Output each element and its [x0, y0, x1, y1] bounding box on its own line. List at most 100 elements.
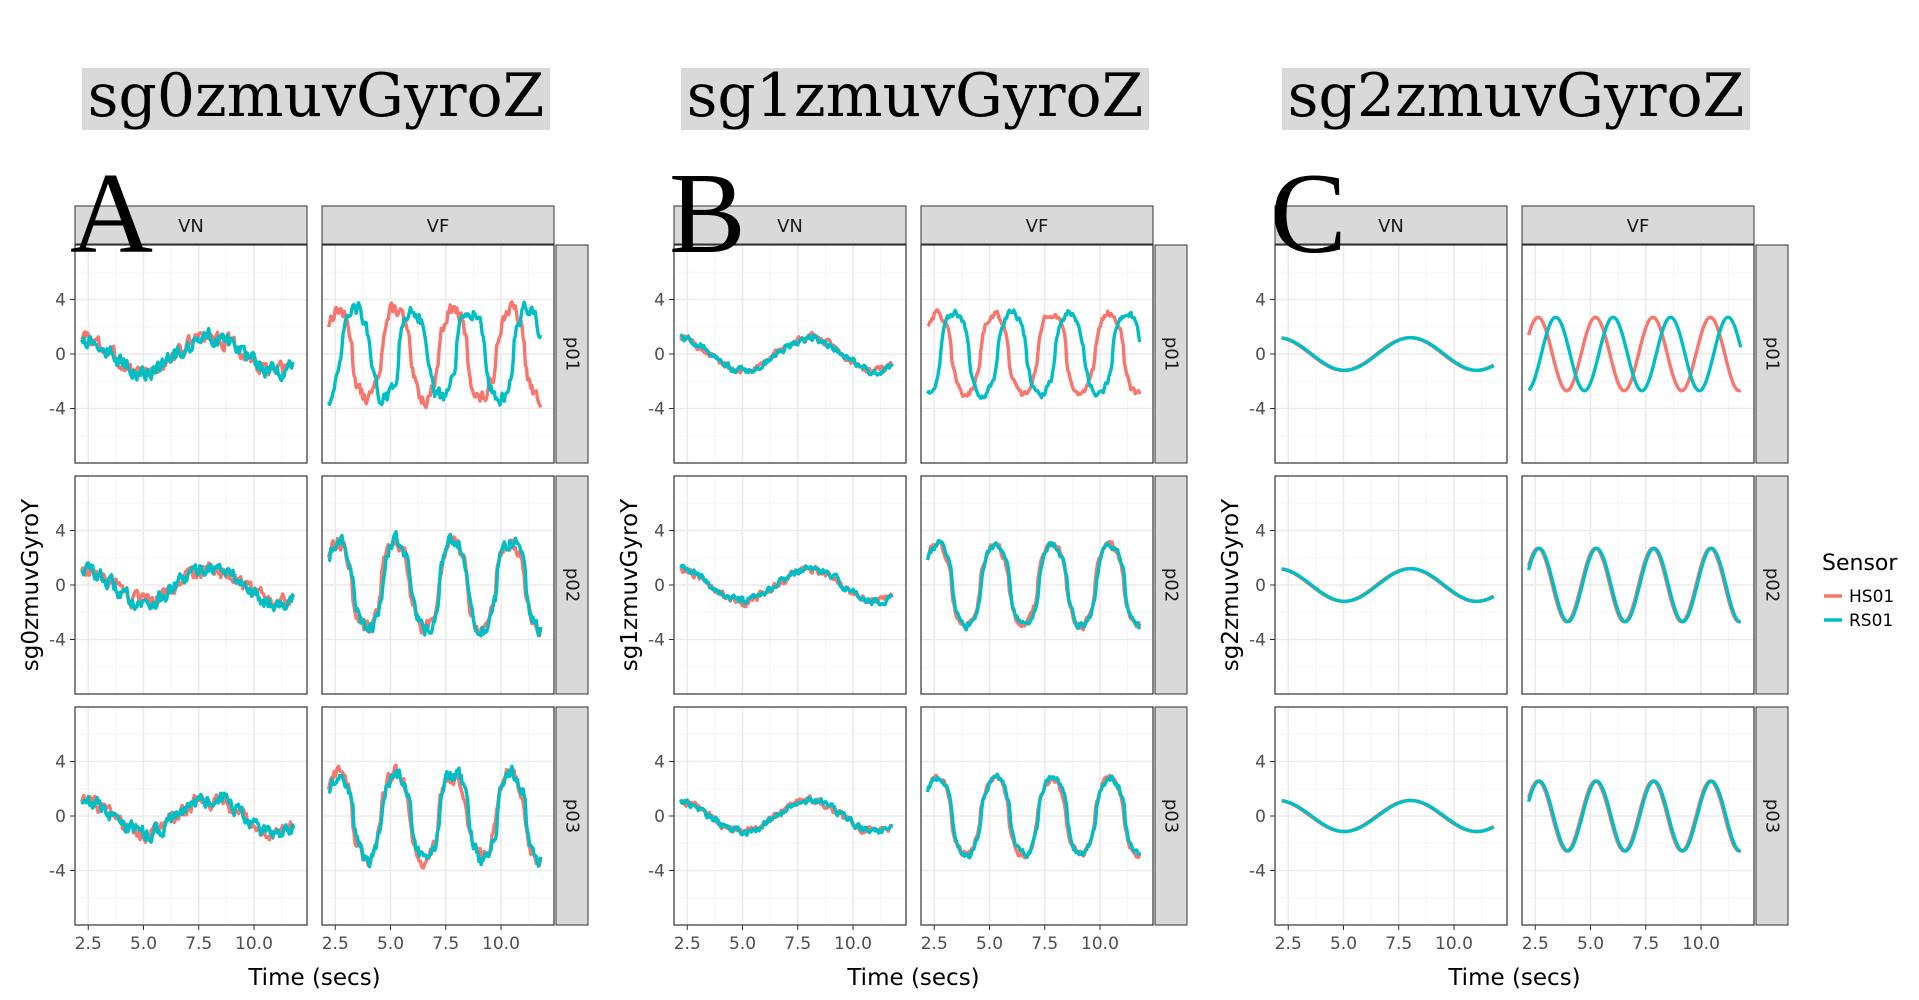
panel-vf-p02	[321, 475, 555, 695]
y-tick-label: -4	[49, 862, 66, 882]
y-tick-label: -4	[1249, 862, 1266, 882]
y-tick-label: 4	[1255, 753, 1266, 773]
series-line-rs01	[925, 538, 1142, 632]
strip-label-p01: p01	[562, 337, 583, 371]
series-line-rs01	[679, 563, 894, 607]
panel-letter: C	[1270, 150, 1347, 277]
legend-title: Sensor	[1822, 551, 1898, 576]
panel-vf-p02	[920, 475, 1154, 695]
y-tick-label: 0	[55, 576, 66, 596]
y-tick-label: -4	[49, 400, 66, 420]
title-banner	[1282, 68, 1750, 130]
y-tick-label: 4	[654, 522, 665, 542]
y-tick-label: 0	[1255, 807, 1266, 827]
strip-vf	[1521, 205, 1755, 245]
panel-border	[920, 706, 1154, 926]
series-line-hs01	[1526, 315, 1742, 393]
strip-p02	[1755, 475, 1789, 695]
x-tick-label: 5.0	[1577, 934, 1604, 954]
x-tick-label: 2.5	[921, 934, 948, 954]
y-tick-label: -4	[648, 862, 665, 882]
panel-border	[321, 475, 555, 695]
y-axis-title: sg0zmuvGyroY	[18, 498, 44, 671]
strip-label-vn: VN	[178, 216, 204, 237]
strip-vf	[920, 205, 1154, 245]
panel-vn-p02: 4 0 -4	[1249, 475, 1508, 695]
y-tick-label: 0	[654, 345, 665, 365]
x-tick-label: 2.5	[674, 934, 701, 954]
panel-vn-p03: 4 0 -4 2.5 5.0 7.5 10.0	[648, 706, 907, 954]
x-tick-label: 5.0	[729, 934, 756, 954]
y-tick-label: 4	[1255, 291, 1266, 311]
series-line-rs01	[80, 561, 296, 613]
x-tick-label: 7.5	[1632, 934, 1659, 954]
x-tick-label: 10.0	[1081, 934, 1119, 954]
strip-label-p02: p02	[562, 568, 583, 602]
y-tick-label: -4	[1249, 631, 1266, 651]
panel-letter: A	[70, 150, 153, 277]
chart-title: sg1zmuvGyroZ	[687, 61, 1144, 131]
y-tick-label: -4	[49, 631, 66, 651]
y-axis-title: sg1zmuvGyroY	[617, 498, 643, 671]
x-tick-label: 7.5	[1031, 934, 1058, 954]
y-tick-label: 4	[55, 522, 66, 542]
series-line-rs01	[1526, 779, 1742, 853]
y-tick-label: 4	[1255, 522, 1266, 542]
series-line-hs01	[80, 561, 295, 611]
chart-title: sg0zmuvGyroZ	[88, 61, 545, 131]
panel-vf-p03: 2.5 5.0 7.5 10.0	[321, 706, 555, 954]
chart-group-b: sg1zmuvGyroZ VN VF p01 p02 p03 4 0 -4 4 0 -4 4 0 -4 2.5…	[617, 61, 1188, 991]
panel-vn-p03: 4 0 -4 2.5 5.0 7.5 10.0	[1249, 706, 1508, 954]
series-line-rs01	[678, 796, 894, 837]
x-tick-label: 5.0	[130, 934, 157, 954]
panel-vf-p01	[321, 244, 555, 464]
series-line-rs01	[1527, 315, 1743, 393]
legend-label-rs01: RS01	[1849, 611, 1893, 631]
x-tick-label: 7.5	[784, 934, 811, 954]
y-tick-label: 0	[55, 345, 66, 365]
y-tick-label: -4	[1249, 400, 1266, 420]
series-line-rs01	[327, 764, 543, 869]
series-line-rs01	[1281, 335, 1495, 373]
series-line-rs01	[80, 326, 295, 383]
strip-vn	[1274, 205, 1508, 245]
chart-title: sg2zmuvGyroZ	[1288, 61, 1745, 131]
series-line-rs01	[1526, 546, 1742, 624]
x-tick-label: 5.0	[976, 934, 1003, 954]
panel-border	[1521, 706, 1755, 926]
strip-p02	[555, 475, 589, 695]
x-tick-label: 2.5	[322, 934, 349, 954]
x-axis-title: Time (secs)	[846, 965, 979, 991]
y-tick-label: 0	[654, 807, 665, 827]
series-line-rs01	[926, 308, 1142, 400]
panel-letter: B	[669, 150, 746, 277]
y-tick-label: 4	[55, 291, 66, 311]
x-tick-label: 5.0	[377, 934, 404, 954]
strip-p03	[1755, 706, 1789, 926]
strip-label-p03: p03	[1161, 799, 1182, 833]
panel-vf-p01	[1521, 244, 1755, 464]
x-tick-label: 10.0	[834, 934, 872, 954]
series-line-rs01	[327, 530, 543, 638]
series-line-rs01	[327, 300, 543, 407]
panel-vn-p02: 4 0 -4	[49, 475, 308, 695]
panel-border	[920, 475, 1154, 695]
series-line-hs01	[926, 308, 1142, 398]
series-line-rs01	[1281, 566, 1495, 604]
y-tick-label: 0	[1255, 576, 1266, 596]
x-tick-label: 2.5	[1275, 934, 1302, 954]
x-axis-title: Time (secs)	[1447, 965, 1580, 991]
panel-vn-p02: 4 0 -4	[648, 475, 907, 695]
y-tick-label: 0	[55, 807, 66, 827]
x-tick-label: 2.5	[1522, 934, 1549, 954]
chart-group-a: sg0zmuvGyroZ VN VF p01 p02 p03 4 0 -4 4 0 -4 4 0 -4 2.5…	[18, 61, 589, 991]
panel-vn-p01: 4 0 -4	[1249, 244, 1508, 464]
strip-label-p01: p01	[1762, 337, 1783, 371]
x-tick-label: 10.0	[1435, 934, 1473, 954]
y-tick-label: 4	[654, 753, 665, 773]
panel-border	[1521, 244, 1755, 464]
y-tick-label: 0	[654, 576, 665, 596]
series-line-rs01	[1281, 798, 1495, 834]
strip-label-p03: p03	[562, 799, 583, 833]
strip-label-vf: VF	[1627, 216, 1650, 237]
